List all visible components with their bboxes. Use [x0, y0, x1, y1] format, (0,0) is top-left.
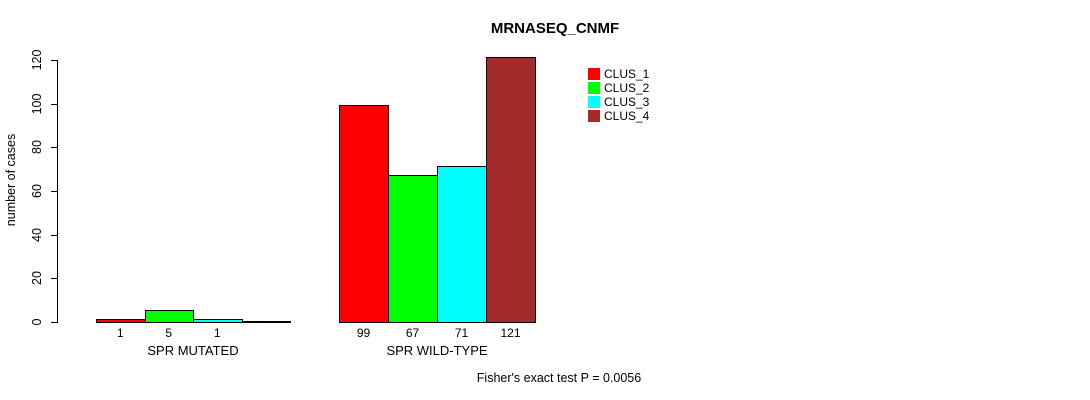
- bar-spr-mutated-clus_4: [241, 321, 291, 323]
- legend-label: CLUS_3: [604, 95, 650, 109]
- x-axis-group-label: SPR WILD-TYPE: [386, 343, 488, 358]
- y-axis-tick-label: 40: [30, 227, 44, 242]
- y-axis-tick: [51, 191, 58, 192]
- legend-swatch: [588, 82, 600, 94]
- legend-swatch: [588, 110, 600, 122]
- bar-value-label: 71: [454, 326, 469, 340]
- bar-value-label: 1: [116, 326, 124, 340]
- bar-spr-wild-type-clus_3: [437, 165, 487, 323]
- bar-spr-wild-type-clus_2: [388, 174, 438, 323]
- y-axis-tick: [51, 278, 58, 280]
- legend-label: CLUS_1: [604, 67, 650, 81]
- bar-spr-wild-type-clus_4: [486, 56, 536, 323]
- y-axis-tick-label: 0: [30, 318, 44, 326]
- bar-spr-mutated-clus_3: [193, 318, 243, 323]
- y-axis-label: number of cases: [4, 133, 18, 227]
- bar-value-label: 121: [500, 326, 521, 340]
- y-axis-tick-label: 120: [30, 49, 44, 71]
- y-axis-tick: [51, 147, 58, 149]
- legend-swatch: [588, 68, 600, 80]
- bar-spr-mutated-clus_2: [144, 310, 194, 323]
- legend-swatch: [588, 96, 600, 108]
- bar-value-label: 67: [405, 326, 420, 340]
- bar-spr-wild-type-clus_1: [339, 104, 389, 323]
- y-axis-tick: [51, 234, 58, 236]
- y-axis-tick-label: 20: [30, 271, 44, 286]
- y-axis-tick-label: 100: [30, 93, 44, 115]
- bar-value-label: 5: [165, 326, 173, 340]
- legend-label: CLUS_4: [604, 109, 650, 123]
- legend-label: CLUS_2: [604, 81, 650, 95]
- fisher-test-annotation: Fisher's exact test P = 0.0056: [476, 371, 642, 385]
- y-axis-tick-label: 60: [30, 184, 44, 198]
- y-axis-tick-label: 80: [30, 140, 44, 155]
- y-axis-tick: [51, 322, 58, 323]
- x-axis-group-label: SPR MUTATED: [147, 343, 239, 358]
- chart-title: MRNASEQ_CNMF: [490, 20, 620, 37]
- y-axis-tick: [51, 60, 58, 61]
- bar-value-label: 99: [356, 326, 371, 340]
- bar-value-label: 1: [213, 326, 221, 340]
- bar-spr-mutated-clus_1: [96, 318, 146, 323]
- y-axis-tick: [51, 103, 58, 105]
